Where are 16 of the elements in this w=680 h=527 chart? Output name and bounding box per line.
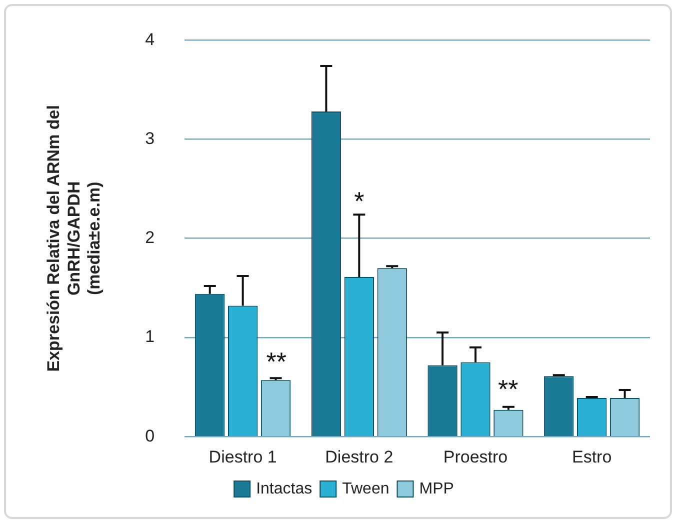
annotation: **: [266, 346, 286, 376]
y-tick-label: 0: [145, 426, 155, 446]
y-tick-label: 4: [145, 30, 155, 49]
legend-label: Tween: [342, 480, 390, 498]
y-tick-label: 3: [145, 128, 155, 148]
legend-label: Intactas: [256, 480, 312, 498]
x-tick-label: Estro: [572, 447, 612, 466]
y-tick-label: 2: [145, 228, 155, 248]
annotation: **: [498, 374, 518, 404]
legend-label: MPP: [419, 480, 454, 498]
annotation: *: [354, 186, 364, 216]
x-tick-label: Diestro 1: [208, 447, 277, 466]
y-axis-title: Expresión Relativa del ARNm del GnRH/GAPDH (media±e.e.m): [44, 105, 104, 372]
x-tick-label: Diestro 2: [325, 447, 394, 466]
x-tick-label: Proestro: [443, 447, 508, 466]
y-tick-label: 1: [145, 327, 155, 346]
